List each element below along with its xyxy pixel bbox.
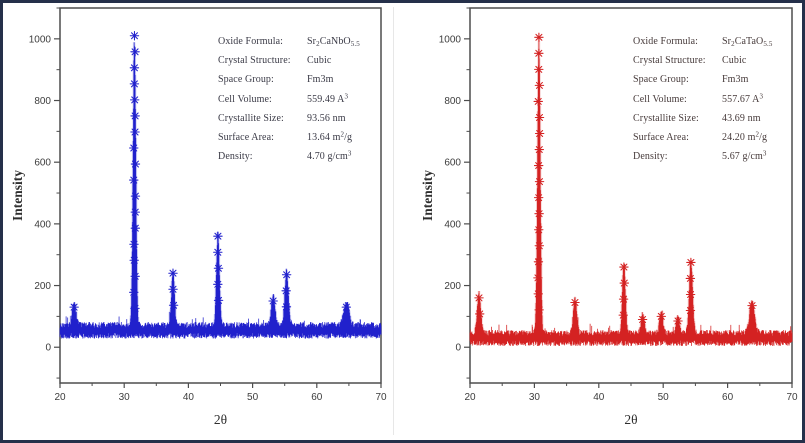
- x-tick-label: 60: [722, 392, 734, 403]
- annotation-label: Crystal Structure:: [218, 55, 291, 67]
- xrd-trace: [469, 38, 793, 346]
- xrd-chart-panel: 20 30 40 50 60 70 0 200 400 600 800 1000 Intensity 2θ: [10, 7, 387, 427]
- x-tick-label: 40: [183, 392, 195, 403]
- annotation-value: 24.20 m2/g: [722, 130, 768, 144]
- annotation-label: Surface Area:: [633, 132, 689, 144]
- y-tick-label: 0: [455, 343, 461, 354]
- annotation-row: Density: 4.70 g/cm3: [218, 147, 394, 166]
- annotation-label: Oxide Formula:: [633, 36, 699, 47]
- annotation-value: 43.69 nm: [722, 112, 761, 124]
- annotation-label: Crystal Structure:: [633, 55, 706, 67]
- y-tick-label: 400: [444, 219, 461, 230]
- y-tick-label: 800: [444, 96, 461, 107]
- annotation-value: Cubic: [307, 55, 332, 67]
- asterisk-markers: [69, 31, 352, 314]
- annotation-label: Oxide Formula:: [218, 36, 284, 47]
- xrd-trace: [59, 42, 382, 339]
- annotation-label: Crystallite Size:: [218, 112, 284, 124]
- y-axis-label: Intensity: [10, 170, 25, 221]
- x-tick-label: 70: [375, 392, 387, 403]
- x-tick-label: 60: [311, 392, 323, 403]
- annotation-row: Oxide Formula: Sr2CaTaO5.5: [633, 32, 802, 51]
- y-tick-label: 400: [34, 219, 51, 230]
- x-tick-label: 50: [658, 392, 670, 403]
- annotation-row: Crystal Structure: Cubic: [218, 51, 394, 70]
- x-tick-label: 20: [464, 392, 476, 403]
- annotation-label: Surface Area:: [218, 132, 274, 144]
- y-tick-label: 800: [34, 96, 51, 107]
- y-tick-label: 0: [45, 343, 51, 354]
- annotation-row: Space Group: Fm3m: [633, 70, 802, 89]
- x-tick-label: 70: [786, 392, 798, 403]
- annotation-row: Surface Area: 24.20 m2/g: [633, 128, 802, 147]
- xrd-charts-svg: 20 30 40 50 60 7002004006008001000Intensity2θ…: [10, 7, 798, 427]
- xrd-chart-panel: 20 30 40 50 60 70 0 200 400 600 800 1000 Intensity 2θ: [420, 7, 798, 427]
- annotation-row: Cell Volume: 557.67 A3: [633, 90, 802, 109]
- annotation-value: 557.67 A3: [722, 92, 764, 105]
- annotation-row: Space Group: Fm3m: [218, 70, 394, 89]
- annotation-label: Cell Volume:: [218, 93, 272, 105]
- annotation-value: Cubic: [722, 55, 747, 67]
- x-axis-label: 2θ: [214, 412, 227, 427]
- annotation-row: Cell Volume: 559.49 A3: [218, 90, 394, 109]
- annotation-label: Space Group:: [218, 74, 274, 86]
- annotation-value: Sr2CaNbO5.5: [307, 36, 360, 49]
- x-tick-label: 50: [247, 392, 259, 403]
- annotation-row: Surface Area: 13.64 m2/g: [218, 128, 394, 147]
- annotation-value: Sr2CaTaO5.5: [722, 36, 773, 49]
- x-tick-label: 20: [54, 392, 66, 403]
- y-axis-label: Intensity: [420, 170, 435, 221]
- x-axis-label: 2θ: [624, 412, 637, 427]
- annotation-label: Crystallite Size:: [633, 112, 699, 124]
- left-annotation-block: Oxide Formula: Sr2CaNbO5.5 Crystal Structu…: [218, 32, 394, 166]
- annotation-value: 5.67 g/cm3: [722, 149, 767, 163]
- asterisk-markers: [474, 32, 757, 326]
- x-tick-label: 30: [529, 392, 541, 403]
- annotation-row: Density: 5.67 g/cm3: [633, 147, 802, 166]
- annotation-value: Fm3m: [307, 74, 334, 86]
- y-tick-label: 200: [34, 281, 51, 292]
- annotation-row: Crystal Structure: Cubic: [633, 51, 802, 70]
- annotation-row: Oxide Formula: Sr2CaNbO5.5: [218, 32, 394, 51]
- annotation-label: Cell Volume:: [633, 93, 687, 105]
- annotation-row: Crystallite Size: 43.69 nm: [633, 109, 802, 128]
- annotation-label: Space Group:: [633, 74, 689, 86]
- annotation-value: 559.49 A3: [307, 92, 349, 105]
- right-annotation-block: Oxide Formula: Sr2CaTaO5.5 Crystal Structu…: [633, 32, 802, 166]
- y-tick-label: 1000: [439, 34, 462, 45]
- annotation-value: 13.64 m2/g: [307, 130, 353, 144]
- y-tick-label: 200: [444, 281, 461, 292]
- annotation-value: Fm3m: [722, 74, 749, 86]
- panel-divider: [393, 7, 394, 435]
- annotation-value: 4.70 g/cm3: [307, 149, 352, 163]
- x-tick-label: 40: [593, 392, 605, 403]
- y-tick-label: 600: [444, 158, 461, 169]
- annotation-value: 93.56 nm: [307, 112, 346, 124]
- annotation-label: Density:: [218, 151, 253, 163]
- y-tick-label: 600: [34, 158, 51, 169]
- annotation-row: Crystallite Size: 93.56 nm: [218, 109, 394, 128]
- annotation-label: Density:: [633, 151, 668, 163]
- y-tick-label: 1000: [29, 34, 52, 45]
- x-tick-label: 30: [119, 392, 131, 403]
